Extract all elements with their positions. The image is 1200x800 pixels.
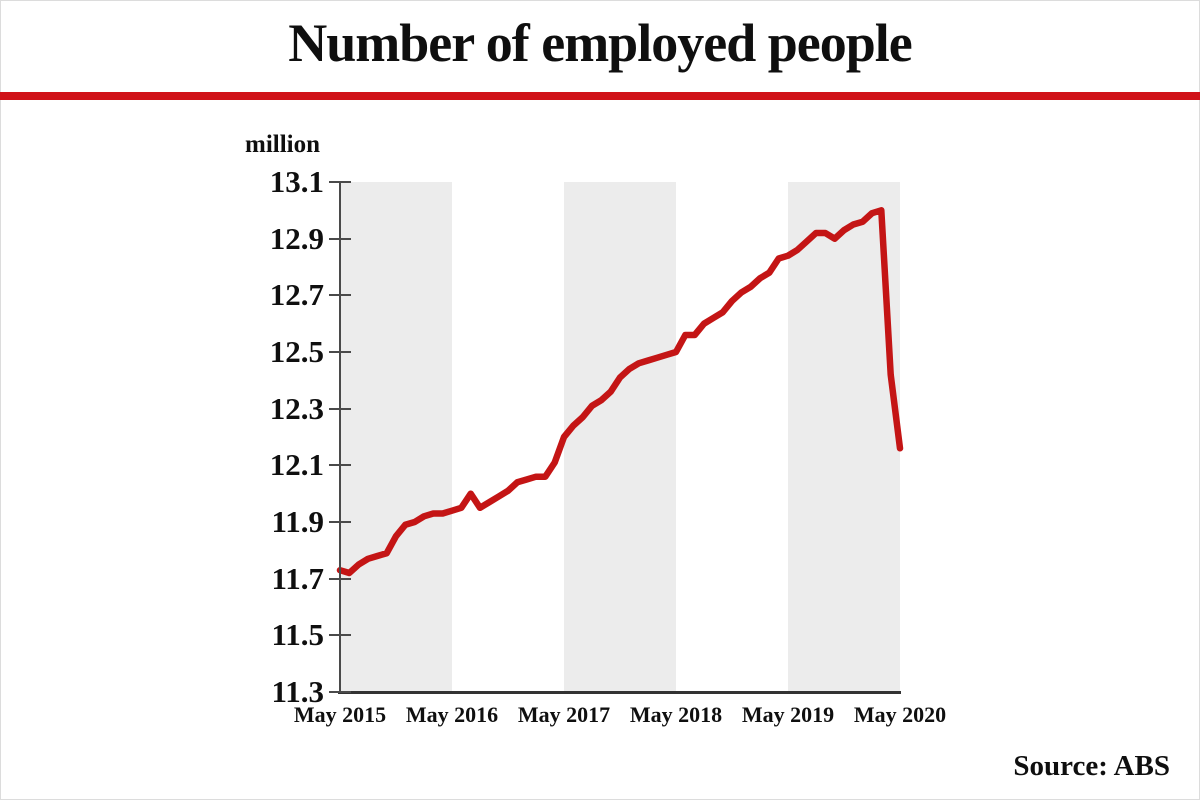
y-axis-tick-label: 12.7 [269, 277, 324, 313]
year-shading-band [340, 182, 452, 692]
y-axis-tick [329, 577, 351, 580]
y-axis-line [339, 182, 341, 693]
year-shading-band [564, 182, 676, 692]
y-axis-tick-label: 11.3 [271, 674, 324, 709]
y-axis-tick-label: 11.9 [271, 504, 324, 539]
y-axis-tick-label: 12.9 [269, 220, 324, 256]
y-axis-tick [329, 351, 351, 353]
x-axis-tick-label: May 2020 [853, 702, 947, 727]
x-axis-tick-label: May 2015 [293, 702, 387, 727]
y-axis-tick [329, 237, 351, 240]
source-attribution: Source: ABS [1013, 750, 1170, 782]
y-axis-tick-label: 11.5 [271, 617, 324, 653]
x-axis-tick-label: May 2016 [405, 702, 499, 727]
x-axis-tick-label: May 2018 [629, 702, 723, 727]
y-axis-tick [329, 181, 351, 183]
y-axis-tick-label: 12.3 [269, 390, 324, 426]
x-axis-tick-label: May 2017 [517, 702, 611, 727]
x-axis-tick-label: May 2019 [741, 702, 835, 727]
y-axis-tick-label: 12.5 [269, 334, 324, 369]
y-axis-tick [329, 294, 351, 297]
y-axis-tick [329, 634, 351, 637]
y-axis-tick [329, 521, 351, 523]
y-axis-tick-label: 13.1 [269, 164, 324, 199]
title-rule [0, 92, 1200, 100]
y-axis-tick [329, 464, 351, 467]
plot-area [336, 182, 904, 692]
y-axis-tick-label: 12.1 [269, 447, 324, 483]
y-axis-tick [329, 407, 351, 410]
y-axis-tick [329, 691, 351, 693]
x-axis-line [338, 691, 901, 694]
y-axis-unit-label: million [245, 131, 321, 158]
chart-title: Number of employed people [288, 13, 912, 73]
employment-line [336, 207, 904, 577]
y-axis-tick-label: 11.7 [271, 560, 324, 596]
